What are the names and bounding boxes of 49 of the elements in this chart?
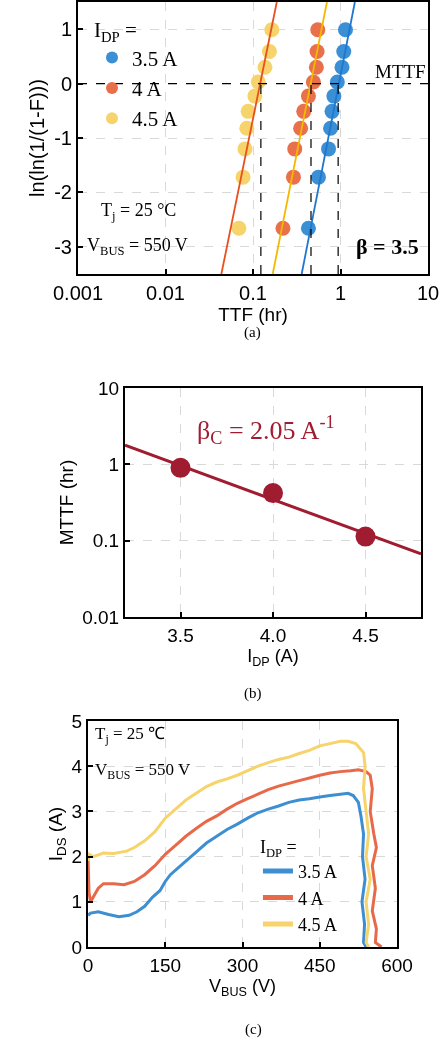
y-tick-label: 0 <box>60 72 72 95</box>
x-tick-label: 0.1 <box>239 282 267 304</box>
x-tick-label: 300 <box>226 954 259 976</box>
legend-label: 3.5 A <box>297 862 337 883</box>
x-tick-label: 3.5 <box>167 624 194 646</box>
legend-label: 3.5 A <box>132 46 179 71</box>
y-tick-label: 5 <box>71 710 83 732</box>
x-tick-label: 0.01 <box>146 282 185 304</box>
x-tick-label: 450 <box>303 954 336 976</box>
legend-label: 4.5 A <box>297 914 337 935</box>
legend-title: I$_{DP}$ = <box>94 18 137 45</box>
x-tick-label: 600 <box>381 954 413 976</box>
y-axis-title: ln(ln(1/(1-F))) <box>26 79 49 197</box>
legend-label: 4 A <box>297 888 324 909</box>
x-tick-label: 1 <box>334 282 347 304</box>
y-tick-label: 3 <box>71 801 83 823</box>
y-tick-label: 1 <box>108 453 120 475</box>
x-axis-title: I$_{DP}$ (A) <box>247 645 299 669</box>
annotation: V$_{BUS}$ = 550 V <box>95 760 191 782</box>
y-tick-label: 1 <box>71 891 83 913</box>
text: (c) <box>245 1021 262 1038</box>
annotation: V$_{BUS}$ = 550 V <box>87 235 188 258</box>
y-tick-label: 2 <box>71 846 83 868</box>
y-tick-label: 10 <box>98 377 120 399</box>
annotation: T$_{j}$ = 25 °C <box>101 200 177 223</box>
y-tick-label: -2 <box>54 181 72 204</box>
text: (a) <box>244 324 261 341</box>
y-tick-label: -1 <box>54 127 72 149</box>
annotation: β$_{C}$ = 2.05 A$^{-1}$ <box>197 412 335 449</box>
x-tick-label: 4.0 <box>259 624 287 646</box>
annotation: T$_{j}$ = 25 ℃ <box>95 724 166 746</box>
y-tick-label: 0.1 <box>92 530 120 552</box>
text: (b) <box>244 685 262 702</box>
y-axis-title: MTTF (hr) <box>55 459 77 546</box>
y-tick-label: 1 <box>60 18 72 41</box>
y-tick-label: 0 <box>71 936 83 958</box>
x-tick-label: 10 <box>416 282 440 304</box>
annotation: β = 3.5 <box>356 234 419 259</box>
x-axis-title: TTF (hr) <box>218 304 288 325</box>
x-tick-label: 0.001 <box>52 282 104 304</box>
legend-title: I$_{DP}$ = <box>259 836 297 860</box>
x-tick-label: 4.5 <box>352 624 379 646</box>
y-tick-label: 4 <box>71 755 83 777</box>
y-tick-label: -3 <box>54 235 72 258</box>
legend-label: 4.5 A <box>132 107 179 132</box>
y-tick-label: 0.01 <box>82 606 120 628</box>
ref-line-label: MTTF <box>375 61 426 82</box>
x-tick-label: 150 <box>149 954 182 976</box>
x-axis-title: V$_{BUS}$ (V) <box>209 975 276 999</box>
